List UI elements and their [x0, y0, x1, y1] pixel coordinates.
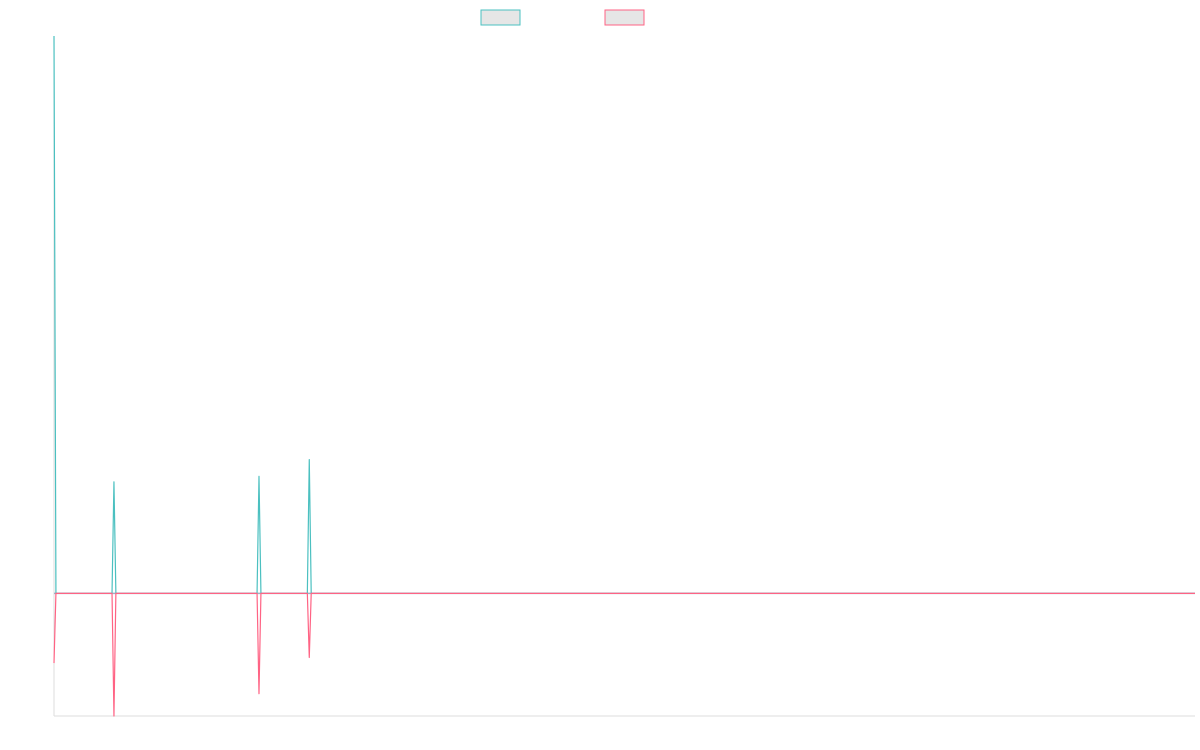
series-line-2 — [53, 592, 1195, 717]
legend-swatch-1[interactable] — [480, 9, 521, 26]
legend — [480, 9, 645, 26]
legend-swatch-2[interactable] — [604, 9, 645, 26]
series-line-1 — [53, 35, 1195, 594]
axes — [53, 36, 1195, 717]
series-layer — [53, 35, 1195, 717]
